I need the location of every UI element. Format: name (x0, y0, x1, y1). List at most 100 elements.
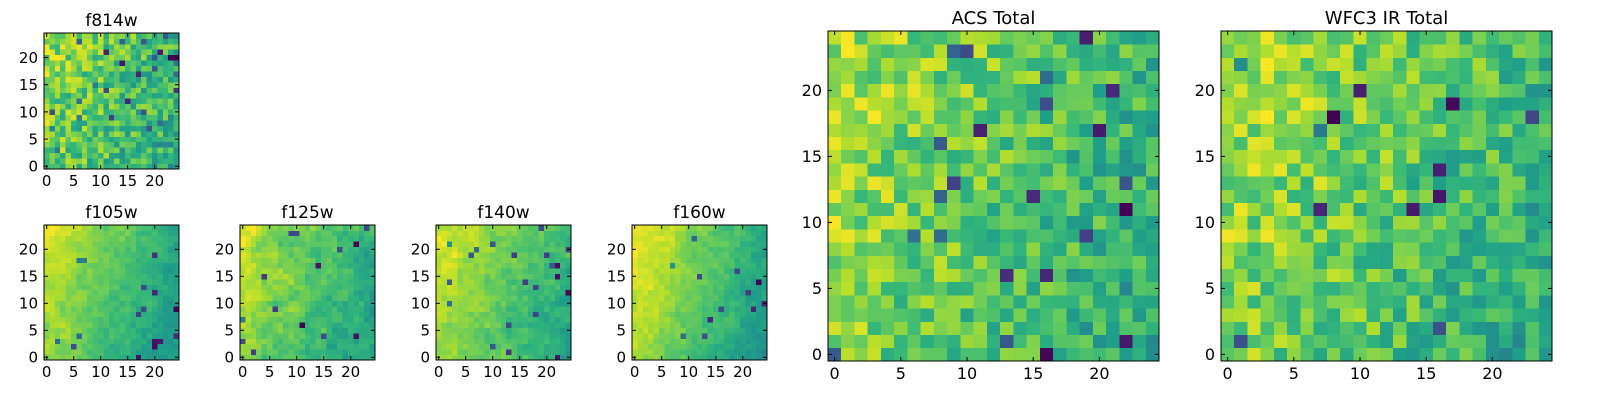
heatmap-cell (560, 279, 566, 285)
heatmap-cell (1132, 31, 1147, 45)
heatmap-cell (87, 136, 93, 143)
heatmap-cell (240, 349, 246, 355)
heatmap-cell (44, 87, 50, 94)
heatmap-cell (310, 343, 316, 350)
heatmap-cell (76, 38, 83, 45)
heatmap-cell (441, 235, 448, 242)
heatmap-cell (750, 343, 757, 350)
heatmap-cell (648, 354, 654, 361)
heatmap-cell (173, 262, 180, 269)
heatmap-cell (729, 349, 735, 355)
heatmap-cell (729, 252, 735, 258)
heatmap-cell (92, 262, 99, 269)
heatmap-cell (1300, 149, 1315, 164)
heatmap-cell (1079, 123, 1094, 137)
heatmap-cell (1326, 31, 1341, 45)
heatmap-cell (283, 333, 289, 339)
heatmap-cell (933, 83, 948, 98)
heatmap-cell (740, 279, 746, 285)
heatmap-cell (452, 241, 458, 247)
heatmap-cell (315, 273, 322, 280)
heatmap-cell (1538, 189, 1553, 203)
heatmap-cell (326, 246, 333, 253)
heatmap-cell (114, 306, 120, 312)
heatmap-cell (880, 347, 895, 362)
heatmap-cell (436, 338, 442, 345)
heatmap-cell (65, 33, 72, 39)
heatmap-cell (479, 338, 485, 345)
heatmap-cell (1393, 44, 1407, 58)
heatmap-cell (114, 125, 120, 132)
heatmap-cell (125, 65, 131, 72)
heatmap-cell (642, 257, 649, 264)
heatmap-cell (1013, 202, 1027, 217)
heatmap-cell (960, 321, 975, 335)
heatmap-cell (141, 306, 147, 312)
heatmap-cell (103, 136, 110, 143)
heatmap-cell (60, 114, 66, 121)
heatmap-cell (267, 300, 273, 307)
heatmap-cell (76, 65, 83, 72)
heatmap-cell (1432, 295, 1447, 309)
heatmap-cell (54, 147, 61, 154)
y-tick-label: 5 (812, 279, 822, 298)
heatmap-cell (729, 284, 735, 291)
heatmap-cell (1287, 163, 1301, 177)
heatmap-cell (60, 141, 66, 148)
heatmap-cell (157, 130, 164, 137)
heatmap-cell (119, 71, 126, 77)
heatmap-cell (1419, 70, 1434, 85)
heatmap-cell (81, 81, 88, 88)
heatmap-cell (146, 60, 153, 67)
heatmap-cell (310, 327, 316, 334)
heatmap-cell (986, 202, 1001, 217)
heatmap-cell (92, 252, 99, 258)
heatmap-cell (294, 235, 300, 242)
heatmap-cell (87, 246, 93, 253)
heatmap-cell (1145, 57, 1160, 71)
heatmap-cell (1499, 83, 1513, 98)
y-tick-label: 15 (607, 268, 626, 286)
heatmap-cell (1079, 334, 1094, 349)
heatmap-cell (854, 189, 869, 203)
heatmap-cell (65, 141, 72, 148)
heatmap-cell (841, 44, 855, 58)
heatmap-cell (632, 338, 638, 345)
heatmap-cell (60, 235, 66, 242)
heatmap-cell (745, 316, 752, 323)
heatmap-cell (452, 252, 458, 258)
heatmap-cell (119, 130, 126, 137)
heatmap-cell (54, 257, 61, 264)
heatmap-cell (691, 354, 698, 361)
heatmap-cell (1313, 242, 1328, 256)
heatmap-cell (713, 338, 719, 345)
heatmap-cell (1419, 215, 1434, 230)
heatmap-cell (659, 289, 665, 296)
heatmap-cell (81, 225, 88, 231)
heatmap-cell (1234, 347, 1248, 362)
heatmap-cell (1459, 281, 1473, 296)
heatmap-cell (707, 268, 714, 274)
heatmap-cell (973, 189, 988, 203)
heatmap-cell (473, 273, 480, 280)
heatmap-cell (125, 284, 131, 291)
heatmap-cell (364, 230, 370, 237)
heatmap-cell (1366, 215, 1381, 230)
heatmap-cell (76, 114, 83, 121)
heatmap-cell (441, 273, 448, 280)
heatmap-cell (71, 130, 77, 137)
heatmap-cell (92, 273, 99, 280)
heatmap-cell (560, 338, 566, 345)
heatmap-cell (446, 279, 453, 285)
heatmap-cell (565, 284, 572, 291)
heatmap-cell (500, 300, 507, 307)
heatmap-cell (549, 316, 556, 323)
heatmap-cell (1446, 295, 1460, 309)
heatmap-cell (960, 215, 975, 230)
heatmap-cell (119, 81, 126, 88)
heatmap-cell (457, 327, 464, 334)
heatmap-cell (103, 268, 110, 274)
heatmap-cell (256, 327, 262, 334)
heatmap-cell (1432, 202, 1447, 217)
heatmap-cell (358, 230, 365, 237)
